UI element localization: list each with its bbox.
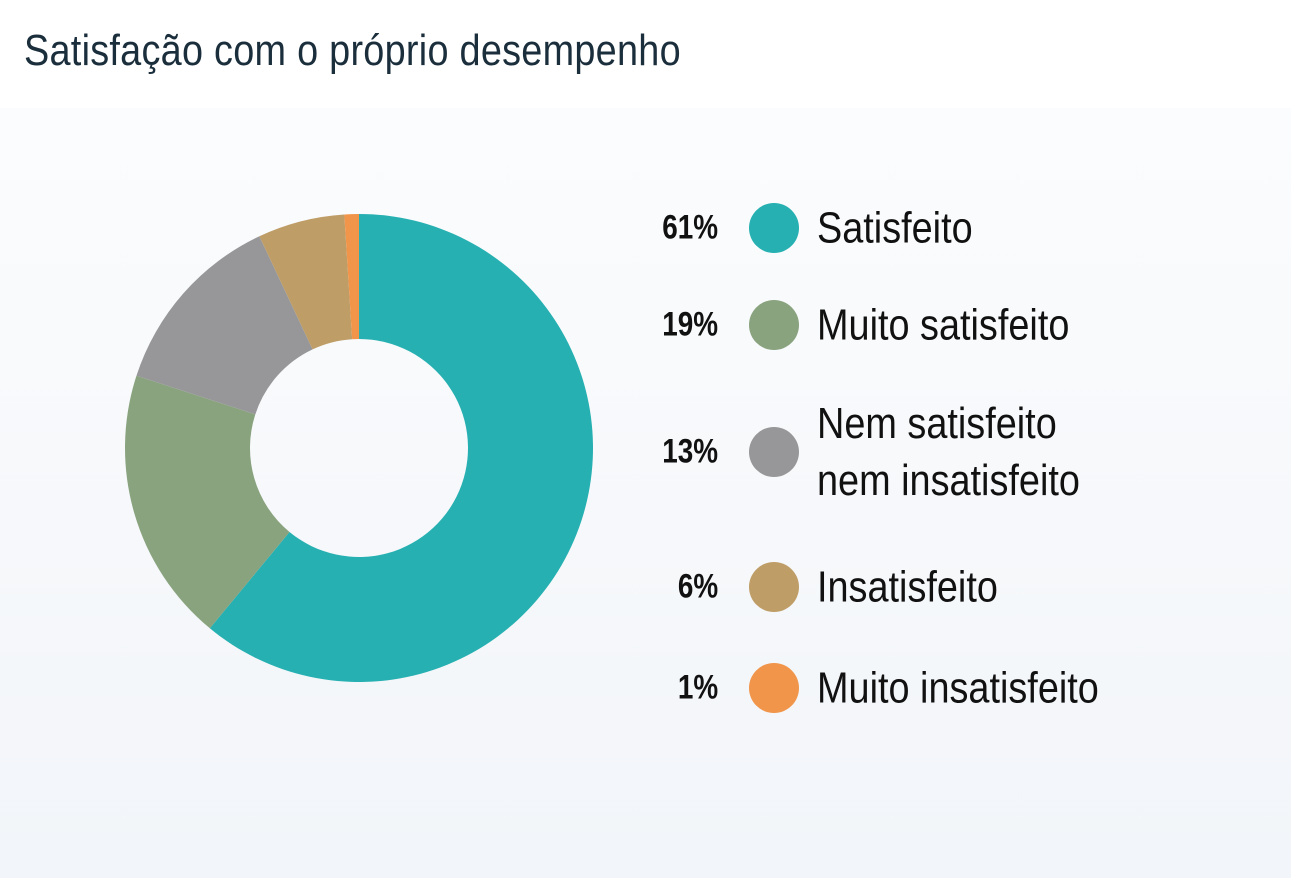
donut-slice-3 [136, 236, 313, 415]
donut-slice-5 [344, 214, 359, 340]
legend-label: Insatisfeito [817, 562, 998, 612]
legend-item: 61% Satisfeito [600, 178, 1220, 278]
donut-slice-4 [259, 214, 353, 350]
legend-value: 19% [662, 305, 718, 344]
legend-label: Nem satisfeito nem insatisfeito [817, 399, 1080, 505]
legend-value: 13% [662, 432, 718, 471]
legend-swatch [749, 562, 799, 612]
legend-swatch [749, 300, 799, 350]
donut-slices [125, 214, 594, 682]
legend-value: 1% [677, 668, 718, 707]
legend-value: 61% [662, 208, 718, 247]
legend-swatch [749, 427, 799, 477]
legend-swatch [749, 663, 799, 713]
legend-item: 1% Muito insatisfeito [600, 638, 1220, 738]
legend-label: Muito insatisfeito [817, 663, 1099, 713]
donut-slice-2 [125, 375, 290, 629]
donut-slice-1 [209, 214, 594, 682]
legend-item: 19% Muito satisfeito [600, 275, 1220, 375]
legend-label: Satisfeito [817, 203, 973, 253]
legend-value: 6% [677, 567, 718, 606]
chart-title: Satisfação com o próprio desempenho [24, 26, 681, 75]
legend-item: 6% Insatisfeito [600, 537, 1220, 637]
legend-swatch [749, 203, 799, 253]
legend-item: 13% Nem satisfeito nem insatisfeito [600, 399, 1220, 505]
legend-label: Muito satisfeito [817, 300, 1070, 350]
